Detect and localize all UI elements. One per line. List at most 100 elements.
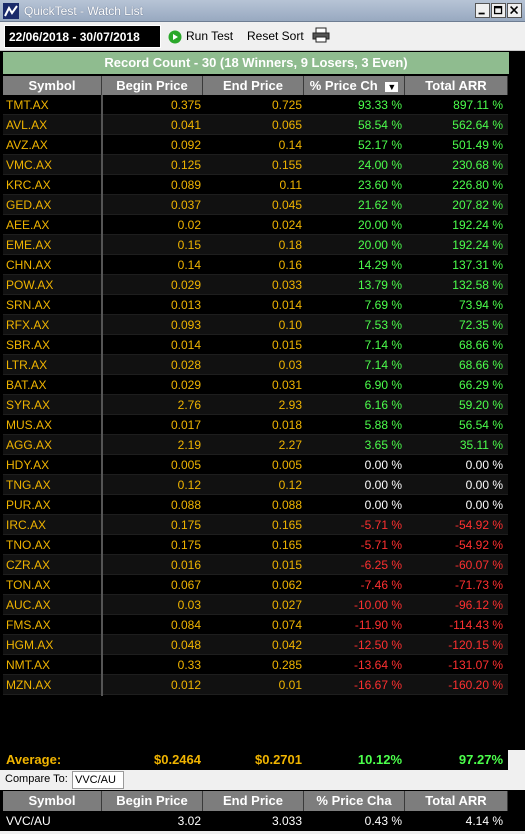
table-row[interactable]: IRC.AX 0.175 0.165 -5.71 % -54.92 %	[3, 515, 508, 535]
table-row[interactable]: EME.AX 0.15 0.18 20.00 % 192.24 %	[3, 235, 508, 255]
grid-scrollbar-track[interactable]	[508, 95, 525, 750]
row-begin-price: 0.02	[177, 218, 201, 232]
reset-sort-button[interactable]: Reset Sort	[247, 29, 304, 43]
row-end-price: 0.03	[278, 358, 302, 372]
row-total-arr: 137.31 %	[452, 258, 503, 272]
printer-icon	[312, 27, 330, 43]
table-row[interactable]: AEE.AX 0.02 0.024 20.00 % 192.24 %	[3, 215, 508, 235]
table-row[interactable]: GED.AX 0.037 0.045 21.62 % 207.82 %	[3, 195, 508, 215]
table-row[interactable]: HDY.AX 0.005 0.005 0.00 % 0.00 %	[3, 455, 508, 475]
table-row[interactable]: KRC.AX 0.089 0.11 23.60 % 226.80 %	[3, 175, 508, 195]
column-header-symbol[interactable]: Symbol	[3, 76, 102, 96]
column-header-price-change[interactable]: % Price Ch ▼	[304, 76, 405, 96]
record-count-bar: Record Count - 30 (18 Winners, 9 Losers,…	[3, 52, 509, 74]
compare-row[interactable]: VVC/AU 3.02 3.033 0.43 % 4.14 %	[3, 811, 508, 831]
row-total-arr: 68.66 %	[458, 358, 503, 372]
row-price-change: 7.14 %	[364, 358, 402, 372]
table-row[interactable]: AUC.AX 0.03 0.027 -10.00 % -96.12 %	[3, 595, 508, 615]
table-row[interactable]: LTR.AX 0.028 0.03 7.14 % 68.66 %	[3, 355, 508, 375]
table-row[interactable]: VMC.AX 0.125 0.155 24.00 % 230.68 %	[3, 155, 508, 175]
column-header-begin-price[interactable]: Begin Price	[102, 76, 203, 96]
row-symbol: MUS.AX	[6, 418, 53, 432]
row-total-arr: -120.15 %	[448, 638, 503, 652]
compare-to-input[interactable]	[72, 771, 124, 789]
maximize-button[interactable]	[491, 3, 506, 18]
row-begin-price: 0.175	[170, 538, 201, 552]
row-price-change: 7.14 %	[364, 338, 402, 352]
row-end-price: 0.074	[271, 618, 302, 632]
row-symbol: TNG.AX	[6, 478, 51, 492]
row-symbol: AVL.AX	[6, 118, 48, 132]
row-price-change: 58.54 %	[357, 118, 402, 132]
table-row[interactable]: AVL.AX 0.041 0.065 58.54 % 562.64 %	[3, 115, 508, 135]
row-total-arr: 35.11 %	[459, 438, 503, 452]
table-row[interactable]: POW.AX 0.029 0.033 13.79 % 132.58 %	[3, 275, 508, 295]
row-symbol: TNO.AX	[6, 538, 51, 552]
table-row[interactable]: TON.AX 0.067 0.062 -7.46 % -71.73 %	[3, 575, 508, 595]
row-total-arr: 192.24 %	[452, 238, 503, 252]
row-end-price: 0.01	[278, 678, 302, 692]
date-range-button[interactable]: 22/06/2018 - 30/07/2018	[4, 25, 161, 48]
table-row[interactable]: BAT.AX 0.029 0.031 6.90 % 66.29 %	[3, 375, 508, 395]
compare-bar: Compare To:	[0, 770, 525, 790]
row-end-price: 0.285	[271, 658, 302, 672]
table-row[interactable]: TMT.AX 0.375 0.725 93.33 % 897.11 %	[3, 95, 508, 115]
title-bar[interactable]: QuickTest - Watch List	[0, 0, 525, 22]
table-row[interactable]: AGG.AX 2.19 2.27 3.65 % 35.11 %	[3, 435, 508, 455]
close-button[interactable]	[507, 3, 522, 18]
row-end-price: 0.015	[271, 338, 302, 352]
minimize-button[interactable]	[475, 3, 490, 18]
row-begin-price: 0.33	[177, 658, 201, 672]
row-end-price: 2.93	[278, 398, 302, 412]
row-symbol: KRC.AX	[6, 178, 51, 192]
table-row[interactable]: CHN.AX 0.14 0.16 14.29 % 137.31 %	[3, 255, 508, 275]
table-row[interactable]: CZR.AX 0.016 0.015 -6.25 % -60.07 %	[3, 555, 508, 575]
row-end-price: 0.165	[271, 518, 302, 532]
row-begin-price: 0.175	[170, 518, 201, 532]
row-symbol: NMT.AX	[6, 658, 51, 672]
compare-header-symbol[interactable]: Symbol	[3, 791, 102, 811]
table-row[interactable]: FMS.AX 0.084 0.074 -11.90 % -114.43 %	[3, 615, 508, 635]
row-begin-price: 0.093	[170, 318, 201, 332]
table-row[interactable]: HGM.AX 0.048 0.042 -12.50 % -120.15 %	[3, 635, 508, 655]
table-row[interactable]: MUS.AX 0.017 0.018 5.88 % 56.54 %	[3, 415, 508, 435]
column-header-end-price[interactable]: End Price	[203, 76, 304, 96]
table-row[interactable]: RFX.AX 0.093 0.10 7.53 % 72.35 %	[3, 315, 508, 335]
row-symbol: CHN.AX	[6, 258, 52, 272]
row-total-arr: 0.00 %	[465, 478, 503, 492]
table-row[interactable]: SRN.AX 0.013 0.014 7.69 % 73.94 %	[3, 295, 508, 315]
row-begin-price: 2.76	[177, 398, 201, 412]
row-begin-price: 0.092	[170, 138, 201, 152]
table-row[interactable]: AVZ.AX 0.092 0.14 52.17 % 501.49 %	[3, 135, 508, 155]
table-row[interactable]: TNO.AX 0.175 0.165 -5.71 % -54.92 %	[3, 535, 508, 555]
row-begin-price: 0.089	[170, 178, 201, 192]
row-price-change: -16.67 %	[353, 678, 402, 692]
bottom-border	[0, 831, 525, 834]
row-price-change: 21.62 %	[357, 198, 402, 212]
table-row[interactable]: PUR.AX 0.088 0.088 0.00 % 0.00 %	[3, 495, 508, 515]
compare-header-total-arr[interactable]: Total ARR	[405, 791, 508, 811]
run-test-button[interactable]: Run Test	[168, 26, 233, 47]
row-total-arr: -114.43 %	[449, 618, 503, 632]
average-begin-price: $0.2464	[154, 752, 201, 767]
row-end-price: 0.027	[271, 598, 302, 612]
row-price-change: 7.69 %	[364, 298, 402, 312]
column-header-total-arr[interactable]: Total ARR	[405, 76, 508, 96]
table-row[interactable]: NMT.AX 0.33 0.285 -13.64 % -131.07 %	[3, 655, 508, 675]
compare-header-begin-price[interactable]: Begin Price	[102, 791, 203, 811]
compare-header-price-change[interactable]: % Price Cha	[304, 791, 405, 811]
average-end-price: $0.2701	[255, 752, 302, 767]
table-row[interactable]: SYR.AX 2.76 2.93 6.16 % 59.20 %	[3, 395, 508, 415]
compare-header-end-price[interactable]: End Price	[203, 791, 304, 811]
row-end-price: 0.031	[271, 378, 302, 392]
print-button[interactable]	[312, 27, 332, 45]
table-row[interactable]: SBR.AX 0.014 0.015 7.14 % 68.66 %	[3, 335, 508, 355]
row-symbol: CZR.AX	[6, 558, 51, 572]
table-row[interactable]: MZN.AX 0.012 0.01 -16.67 % -160.20 %	[3, 675, 508, 695]
row-total-arr: 72.35 %	[458, 318, 503, 332]
row-price-change: 23.60 %	[357, 178, 402, 192]
row-begin-price: 0.12	[177, 478, 201, 492]
row-price-change: 24.00 %	[357, 158, 402, 172]
table-row[interactable]: TNG.AX 0.12 0.12 0.00 % 0.00 %	[3, 475, 508, 495]
row-price-change: 93.33 %	[357, 98, 402, 112]
